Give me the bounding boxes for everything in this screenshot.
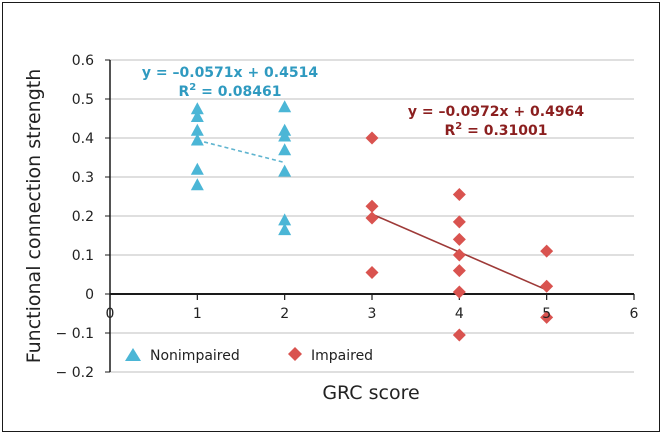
impaired-point xyxy=(452,285,466,299)
x-tick-label: 0 xyxy=(106,306,115,322)
figure-frame xyxy=(2,2,660,432)
x-tick-label: 3 xyxy=(368,306,377,322)
x-tick-label: 5 xyxy=(542,306,551,322)
legend-triangle-marker xyxy=(125,348,141,361)
impaired-point xyxy=(452,215,466,229)
impaired-point xyxy=(452,264,466,278)
legend-nonimpaired-label: Nonimpaired xyxy=(150,348,240,364)
impaired-equation: y = –0.0972x + 0.4964 xyxy=(408,104,584,120)
nonimpaired-point xyxy=(190,178,204,191)
x-tick-label: 2 xyxy=(280,306,289,322)
data-points xyxy=(190,100,554,342)
y-tick-label: 0 xyxy=(85,287,94,303)
legend-impaired-label: Impaired xyxy=(311,348,373,364)
impaired-point xyxy=(365,266,379,280)
nonimpaired-r2: R2 = 0.08461 xyxy=(179,82,282,100)
nonimpaired-equation: y = –0.0571x + 0.4514 xyxy=(142,65,318,81)
impaired-point xyxy=(365,199,379,213)
impaired-point xyxy=(365,211,379,225)
nonimpaired-r2-value: = 0.08461 xyxy=(196,84,281,100)
nonimpaired-point xyxy=(278,143,292,156)
nonimpaired-point xyxy=(278,129,292,142)
y-tick-label: − 0.1 xyxy=(56,326,94,342)
impaired-r2-label: R xyxy=(445,123,456,139)
impaired-point xyxy=(540,244,554,258)
impaired-point xyxy=(365,131,379,145)
y-tick-label: − 0.2 xyxy=(56,365,94,381)
impaired-point xyxy=(540,279,554,293)
tick-labels: 0.6 0.5 0.4 0.3 0.2 0.1 0 − 0.1 − 0.2 0 1 2 3 4 5 6 xyxy=(56,53,639,381)
nonimpaired-point xyxy=(190,162,204,175)
y-tick-label: 0.2 xyxy=(72,209,94,225)
impaired-point xyxy=(452,232,466,246)
x-tick-label: 6 xyxy=(630,306,639,322)
nonimpaired-point xyxy=(190,110,204,123)
nonimpaired-trendline xyxy=(197,139,285,164)
x-tick-label: 1 xyxy=(193,306,202,322)
y-tick-label: 0.3 xyxy=(72,170,94,186)
nonimpaired-point xyxy=(278,223,292,236)
legend-diamond-marker xyxy=(288,347,302,361)
nonimpaired-point xyxy=(190,133,204,146)
impaired-r2: R2 = 0.31001 xyxy=(445,121,548,139)
nonimpaired-r2-sup: 2 xyxy=(189,82,196,93)
impaired-point xyxy=(452,248,466,262)
y-tick-label: 0.1 xyxy=(72,248,94,264)
y-tick-label: 0.4 xyxy=(72,131,94,147)
y-axis-title: Functional connection strength xyxy=(23,69,45,364)
nonimpaired-point xyxy=(278,164,292,177)
y-tick-label: 0.6 xyxy=(72,53,94,69)
nonimpaired-point xyxy=(278,213,292,226)
x-tick-label: 4 xyxy=(455,306,464,322)
y-tick-label: 0.5 xyxy=(72,92,94,108)
nonimpaired-r2-label: R xyxy=(179,84,190,100)
impaired-point xyxy=(452,328,466,342)
nonimpaired-point xyxy=(190,102,204,115)
nonimpaired-point xyxy=(190,123,204,136)
impaired-point xyxy=(540,310,554,324)
axes xyxy=(105,59,635,373)
impaired-point xyxy=(452,188,466,202)
impaired-r2-sup: 2 xyxy=(455,121,462,132)
legend: Nonimpaired Impaired xyxy=(125,347,373,364)
impaired-r2-value: = 0.31001 xyxy=(462,123,547,139)
x-axis-title: GRC score xyxy=(322,382,419,404)
nonimpaired-point xyxy=(278,100,292,113)
